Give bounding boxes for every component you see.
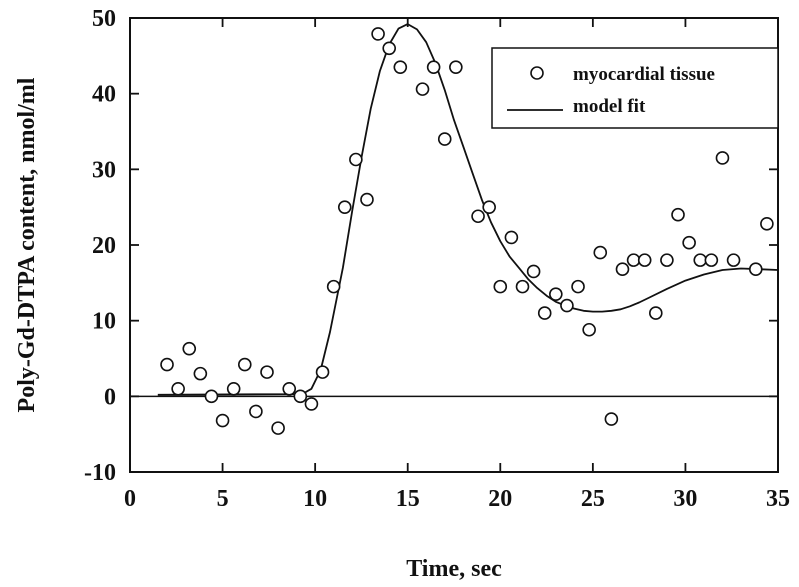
data-point bbox=[637, 253, 652, 267]
data-point bbox=[604, 412, 619, 426]
y-tick-label: 0 bbox=[104, 384, 116, 410]
data-point bbox=[549, 287, 563, 301]
data-point bbox=[393, 60, 408, 74]
x-tick-label: 30 bbox=[673, 486, 697, 512]
data-point bbox=[204, 389, 219, 404]
data-point bbox=[493, 279, 508, 294]
legend-label-model-fit: model fit bbox=[573, 96, 646, 117]
x-tick-label: 20 bbox=[488, 486, 512, 512]
data-point bbox=[582, 322, 596, 337]
data-point bbox=[704, 253, 719, 267]
data-point bbox=[293, 389, 308, 404]
y-tick-label: -10 bbox=[84, 460, 116, 486]
data-point bbox=[226, 381, 241, 396]
data-point bbox=[315, 365, 330, 379]
data-point bbox=[449, 60, 463, 74]
x-tick-label: 10 bbox=[303, 486, 327, 512]
data-point bbox=[193, 366, 208, 381]
x-tick-label: 25 bbox=[581, 486, 605, 512]
data-point bbox=[382, 41, 397, 56]
data-point bbox=[437, 132, 452, 146]
legend-label-myocardial-tissue: myocardial tissue bbox=[573, 64, 715, 85]
data-point bbox=[282, 381, 297, 396]
data-point bbox=[426, 60, 441, 74]
data-point bbox=[571, 279, 585, 294]
data-point bbox=[160, 357, 174, 372]
data-point bbox=[237, 357, 252, 372]
y-tick-label: 10 bbox=[92, 309, 116, 335]
x-tick-label: 15 bbox=[396, 486, 420, 512]
model-fit-line bbox=[157, 23, 779, 396]
x-tick-label: 5 bbox=[217, 486, 229, 512]
points-layer bbox=[160, 27, 774, 435]
data-point bbox=[482, 200, 496, 214]
data-point bbox=[660, 253, 674, 267]
data-point bbox=[326, 279, 341, 294]
data-point bbox=[626, 253, 641, 267]
data-point bbox=[515, 279, 530, 294]
x-axis-title: Time, sec bbox=[406, 556, 502, 582]
data-point bbox=[215, 413, 230, 428]
data-point bbox=[615, 262, 630, 277]
legend-marker-circle bbox=[530, 66, 544, 80]
y-tick-label: 30 bbox=[92, 157, 116, 183]
fit-layer bbox=[157, 23, 779, 396]
data-point bbox=[182, 341, 197, 356]
data-point bbox=[304, 397, 319, 411]
y-tick-label: 20 bbox=[92, 233, 116, 259]
legend-box bbox=[491, 47, 779, 129]
data-point bbox=[271, 421, 285, 435]
y-tick-label: 40 bbox=[92, 82, 116, 108]
data-point bbox=[337, 200, 352, 214]
data-point bbox=[171, 381, 185, 396]
data-point bbox=[560, 298, 574, 313]
data-point bbox=[526, 264, 541, 279]
data-point bbox=[537, 306, 552, 320]
data-point bbox=[249, 404, 263, 419]
y-axis-ticks: -10 0 10 20 30 40 50 bbox=[84, 6, 778, 486]
data-point bbox=[415, 82, 430, 96]
data-point bbox=[260, 365, 274, 379]
x-axis-ticks: 0 5 10 15 20 25 30 35 bbox=[124, 18, 790, 512]
data-point bbox=[471, 209, 485, 224]
data-point bbox=[715, 151, 730, 165]
data-point bbox=[760, 217, 774, 231]
data-point bbox=[349, 152, 363, 167]
data-point bbox=[371, 27, 385, 41]
data-point bbox=[593, 245, 608, 260]
y-tick-label: 50 bbox=[92, 6, 116, 32]
data-point bbox=[360, 192, 374, 207]
data-point bbox=[671, 207, 685, 222]
x-tick-label: 0 bbox=[124, 486, 136, 512]
y-axis-title: Poly-Gd-DTPA content, nmol/ml bbox=[14, 77, 40, 412]
legend: myocardial tissue model fit bbox=[491, 47, 779, 129]
data-point bbox=[682, 235, 696, 250]
data-point bbox=[748, 262, 763, 277]
data-point bbox=[693, 253, 708, 267]
x-tick-label: 35 bbox=[766, 486, 790, 512]
data-point bbox=[726, 253, 741, 267]
data-point bbox=[649, 306, 663, 320]
data-point bbox=[504, 230, 519, 245]
